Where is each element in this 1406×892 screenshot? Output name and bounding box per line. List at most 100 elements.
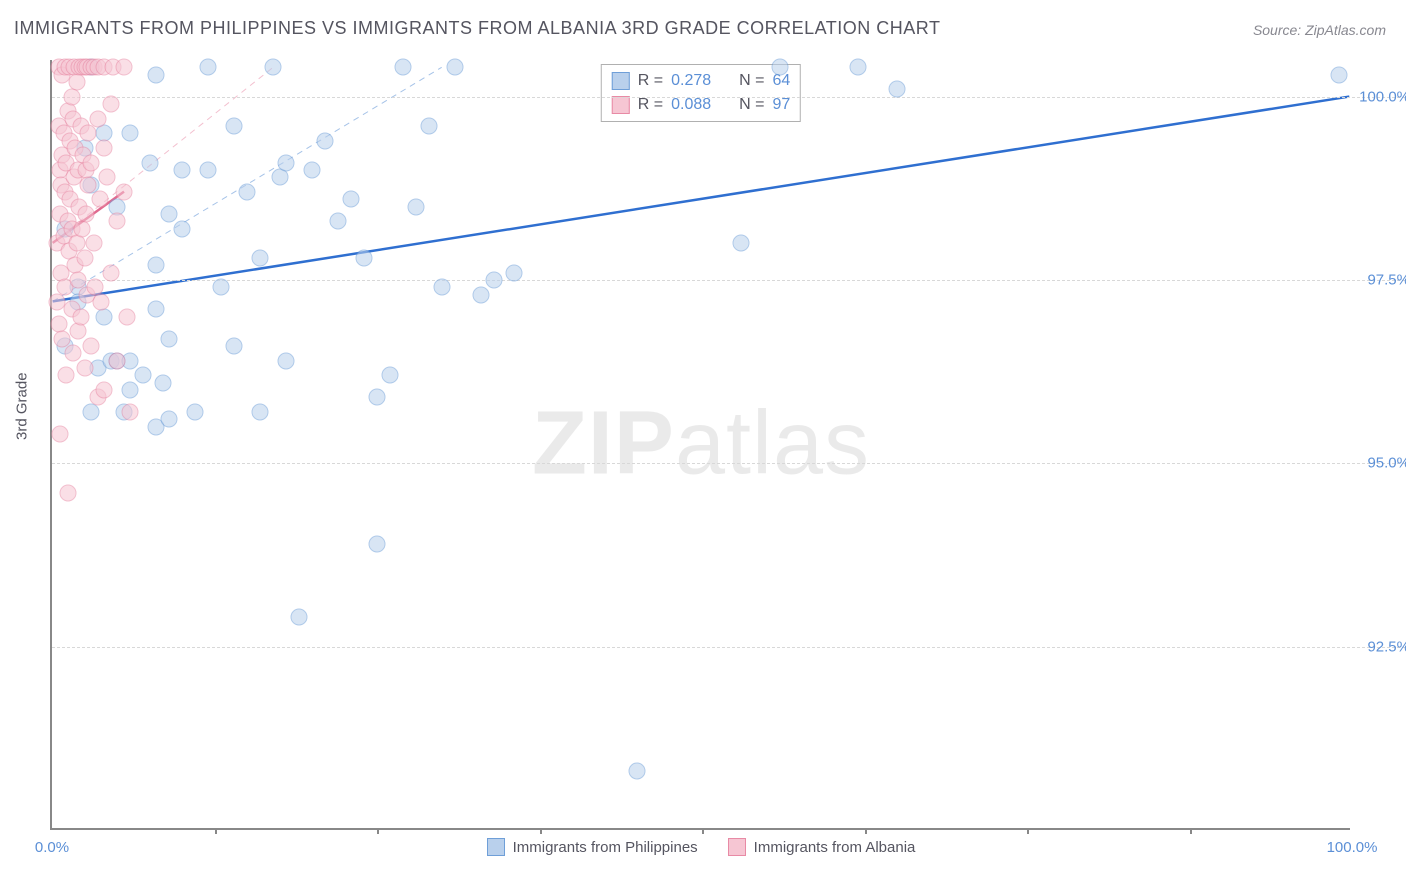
point-philippines — [239, 184, 256, 201]
legend-swatch — [487, 838, 505, 856]
point-philippines — [434, 279, 451, 296]
stats-label-r: R = — [638, 96, 663, 114]
point-philippines — [733, 235, 750, 252]
legend-label: Immigrants from Albania — [754, 839, 916, 856]
point-philippines — [148, 301, 165, 318]
point-albania — [83, 154, 100, 171]
point-philippines — [154, 374, 171, 391]
point-philippines — [271, 169, 288, 186]
point-albania — [64, 345, 81, 362]
legend-label: Immigrants from Philippines — [513, 839, 698, 856]
x-tick-mark — [540, 828, 542, 834]
gridline — [52, 463, 1406, 464]
point-philippines — [408, 198, 425, 215]
point-philippines — [1331, 66, 1348, 83]
point-philippines — [187, 404, 204, 421]
y-tick-label: 92.5% — [1367, 638, 1406, 655]
point-albania — [80, 176, 97, 193]
point-philippines — [330, 213, 347, 230]
series-swatch — [612, 96, 630, 114]
point-albania — [51, 426, 68, 443]
legend-item: Immigrants from Albania — [728, 838, 916, 856]
point-philippines — [135, 367, 152, 384]
point-philippines — [148, 257, 165, 274]
point-albania — [83, 338, 100, 355]
point-philippines — [850, 59, 867, 76]
point-philippines — [473, 286, 490, 303]
point-albania — [109, 352, 126, 369]
point-philippines — [96, 308, 113, 325]
x-tick-label: 100.0% — [1327, 839, 1378, 856]
point-albania — [76, 360, 93, 377]
point-philippines — [200, 59, 217, 76]
point-philippines — [278, 352, 295, 369]
stats-label-n: N = — [739, 72, 764, 90]
point-philippines — [382, 367, 399, 384]
y-tick-label: 95.0% — [1367, 455, 1406, 472]
gridline — [52, 647, 1406, 648]
gridline — [52, 280, 1406, 281]
x-tick-mark — [215, 828, 217, 834]
point-albania — [109, 213, 126, 230]
point-philippines — [395, 59, 412, 76]
y-tick-label: 97.5% — [1367, 272, 1406, 289]
point-albania — [89, 110, 106, 127]
point-albania — [77, 206, 94, 223]
chart-plot-area: ZIPatlas R =0.278N =64R =0.088N =97 Immi… — [50, 60, 1350, 830]
legend-item: Immigrants from Philippines — [487, 838, 698, 856]
correlation-stats-box: R =0.278N =64R =0.088N =97 — [601, 64, 801, 122]
legend-swatch — [728, 838, 746, 856]
point-philippines — [161, 206, 178, 223]
point-albania — [70, 323, 87, 340]
stats-value-n: 97 — [772, 96, 790, 114]
point-philippines — [265, 59, 282, 76]
point-philippines — [148, 66, 165, 83]
point-albania — [59, 484, 76, 501]
point-philippines — [122, 382, 139, 399]
point-albania — [96, 382, 113, 399]
x-tick-label: 0.0% — [35, 839, 69, 856]
stats-value-r: 0.088 — [671, 96, 731, 114]
point-philippines — [83, 404, 100, 421]
point-philippines — [161, 330, 178, 347]
point-philippines — [141, 154, 158, 171]
point-albania — [63, 88, 80, 105]
x-tick-mark — [1190, 828, 1192, 834]
point-philippines — [356, 250, 373, 267]
point-albania — [115, 184, 132, 201]
point-philippines — [200, 162, 217, 179]
point-albania — [73, 220, 90, 237]
stats-label-r: R = — [638, 72, 663, 90]
x-tick-mark — [702, 828, 704, 834]
point-philippines — [174, 162, 191, 179]
point-philippines — [226, 338, 243, 355]
point-philippines — [889, 81, 906, 98]
point-albania — [119, 308, 136, 325]
point-philippines — [486, 272, 503, 289]
point-albania — [98, 169, 115, 186]
x-tick-mark — [377, 828, 379, 834]
point-philippines — [252, 250, 269, 267]
point-albania — [92, 191, 109, 208]
y-tick-label: 100.0% — [1359, 88, 1406, 105]
point-albania — [93, 294, 110, 311]
point-albania — [72, 308, 89, 325]
y-axis-label: 3rd Grade — [14, 372, 31, 440]
point-philippines — [252, 404, 269, 421]
watermark: ZIPatlas — [532, 393, 870, 496]
series-swatch — [612, 72, 630, 90]
point-philippines — [174, 220, 191, 237]
point-philippines — [291, 609, 308, 626]
point-philippines — [772, 59, 789, 76]
stats-value-r: 0.278 — [671, 72, 731, 90]
point-albania — [76, 250, 93, 267]
point-philippines — [317, 132, 334, 149]
point-philippines — [505, 264, 522, 281]
point-albania — [85, 235, 102, 252]
stats-row: R =0.278N =64 — [612, 69, 790, 93]
point-philippines — [213, 279, 230, 296]
chart-title: IMMIGRANTS FROM PHILIPPINES VS IMMIGRANT… — [14, 18, 940, 39]
legend: Immigrants from Philippines Immigrants fr… — [52, 838, 1350, 856]
point-albania — [68, 74, 85, 91]
point-philippines — [278, 154, 295, 171]
